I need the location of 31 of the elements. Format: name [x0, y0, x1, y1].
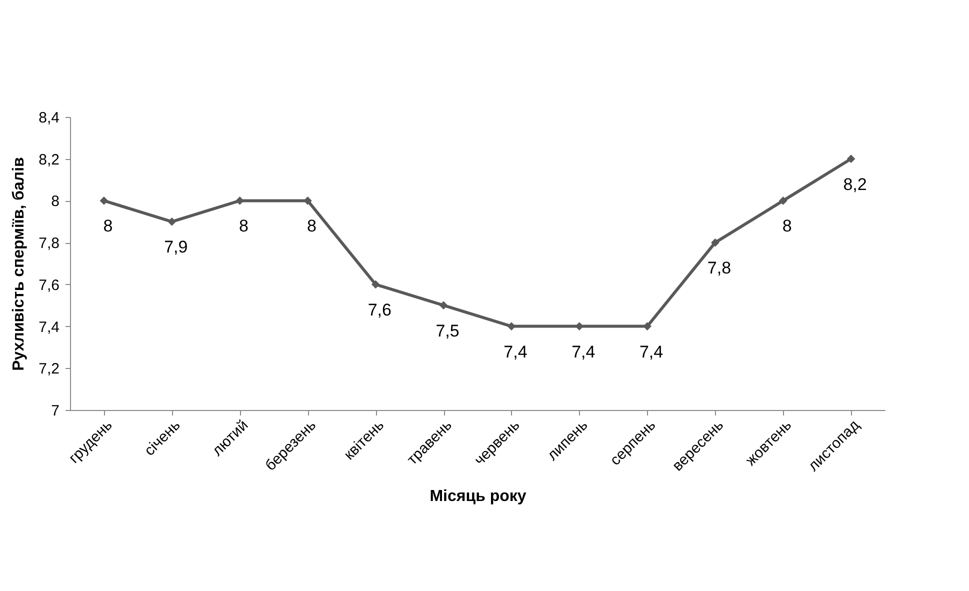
- point: [304, 196, 312, 205]
- data-label: 7,5: [436, 321, 460, 340]
- point: [236, 196, 244, 205]
- y-tick-label: 7,6: [38, 276, 60, 294]
- y-axis-title: Рухливість сперміїв, балів: [10, 156, 28, 371]
- data-label: 7,6: [368, 300, 392, 320]
- y-tick-label: 7,2: [38, 360, 60, 378]
- point: [168, 217, 176, 226]
- data-label: 7,4: [639, 342, 664, 362]
- data-label: 7,9: [164, 238, 188, 257]
- y-tick-label: 7,8: [38, 235, 60, 252]
- data-label: 7,4: [572, 342, 596, 362]
- point: [711, 238, 720, 247]
- data-label: 8: [239, 216, 249, 236]
- data-label: 7,4: [504, 342, 528, 362]
- point: [371, 280, 380, 289]
- y-tick-label: 7: [51, 402, 60, 420]
- point: [778, 196, 788, 205]
- point: [100, 196, 108, 205]
- data-label: 8: [782, 216, 792, 236]
- point: [846, 154, 856, 164]
- y-tick-label: 7,4: [38, 318, 60, 336]
- data-label: 8: [306, 216, 316, 236]
- y-tick-label: 8,4: [38, 110, 60, 126]
- x-axis-title: Місяць року: [430, 488, 526, 505]
- point: [439, 301, 448, 310]
- data-label: 8,2: [843, 174, 867, 194]
- data-label: 8: [103, 216, 113, 236]
- data-label: 7,8: [707, 258, 732, 278]
- y-tick-label: 8: [51, 193, 60, 210]
- y-tick-label: 8,2: [38, 151, 60, 168]
